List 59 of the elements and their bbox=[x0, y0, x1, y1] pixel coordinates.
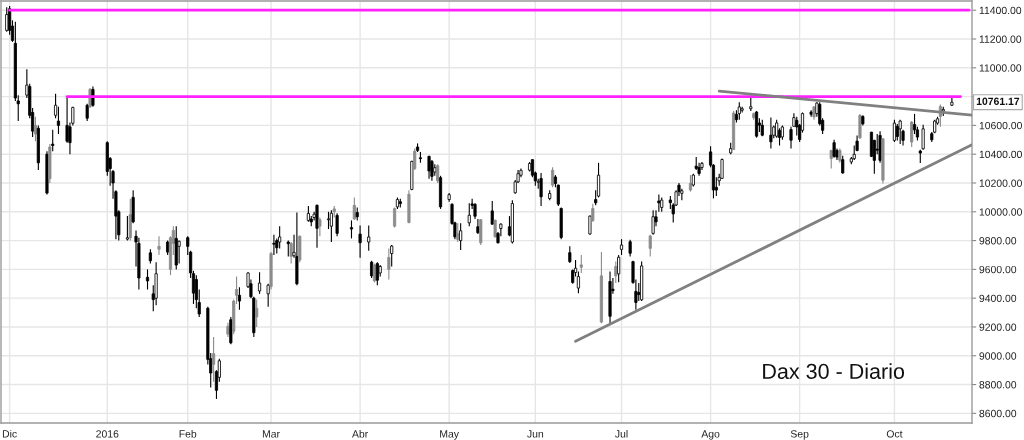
candlestick bbox=[393, 206, 397, 229]
candlestick bbox=[128, 198, 132, 242]
candlestick bbox=[367, 224, 371, 252]
candlestick bbox=[459, 222, 463, 251]
y-tick-label: 8600.00 bbox=[979, 409, 1017, 418]
y-tick-label: 11400.00 bbox=[979, 6, 1022, 15]
candlestick bbox=[413, 147, 417, 171]
y-tick-label: 9800.00 bbox=[979, 237, 1017, 245]
y-tick-label: 9400.00 bbox=[979, 294, 1017, 303]
x-tick-label: Mar bbox=[262, 430, 280, 438]
candlestick bbox=[51, 129, 55, 152]
x-tick-label: May bbox=[440, 430, 459, 440]
candlestick bbox=[358, 224, 362, 259]
candlestick bbox=[476, 218, 480, 235]
candlestick bbox=[387, 247, 391, 281]
candlestick bbox=[921, 124, 925, 151]
candlestick bbox=[467, 202, 471, 227]
x-tick-label: 2016 bbox=[96, 430, 119, 438]
candlestick bbox=[335, 212, 339, 237]
candlestick bbox=[255, 299, 259, 328]
candlestick bbox=[157, 235, 161, 256]
candlestick bbox=[278, 225, 282, 250]
y-tick-label: 10400.00 bbox=[979, 150, 1022, 159]
candlestick bbox=[298, 234, 302, 263]
y-tick-label: 11200.00 bbox=[979, 35, 1022, 43]
candlestick bbox=[5, 6, 9, 33]
candlestick bbox=[318, 216, 322, 237]
candlestick bbox=[617, 254, 621, 283]
candlestick bbox=[651, 209, 655, 236]
y-tick-label: 9600.00 bbox=[979, 265, 1017, 274]
candlestick bbox=[145, 268, 150, 291]
candlestick bbox=[479, 218, 483, 246]
x-tick-label: Abr bbox=[352, 429, 369, 438]
x-tick-label: Oct bbox=[886, 430, 903, 438]
x-tick-label: Jul bbox=[615, 429, 628, 438]
y-tick-label: 8800.00 bbox=[979, 381, 1017, 389]
candlestick bbox=[910, 120, 914, 148]
candlestick bbox=[212, 336, 216, 383]
candlestick bbox=[588, 214, 592, 236]
y-tick-label: 10600.00 bbox=[979, 121, 1022, 130]
candlestick bbox=[266, 283, 270, 308]
x-tick-label: Sep bbox=[790, 430, 809, 440]
x-tick-label: Ago bbox=[701, 430, 720, 440]
y-tick-label: 10200.00 bbox=[979, 179, 1022, 187]
candlestick bbox=[789, 126, 793, 149]
y-tick-label: 10000.00 bbox=[979, 208, 1022, 216]
candlestick bbox=[125, 215, 129, 242]
candlestick bbox=[257, 271, 262, 295]
x-tick-label: Jun bbox=[527, 430, 544, 438]
x-tick-label: Feb bbox=[179, 429, 197, 438]
text: Dax 30 - Diario bbox=[763, 363, 905, 379]
y-tick-label: 11000.00 bbox=[979, 64, 1022, 72]
y-tick-label: 9200.00 bbox=[979, 323, 1017, 331]
text: 10761.17 bbox=[976, 97, 1020, 105]
y-tick-label: 9000.00 bbox=[979, 352, 1017, 360]
x-tick-label: Dic bbox=[2, 429, 17, 438]
candlestick bbox=[614, 260, 618, 284]
candlestick bbox=[33, 116, 38, 142]
candlestick bbox=[490, 200, 494, 226]
